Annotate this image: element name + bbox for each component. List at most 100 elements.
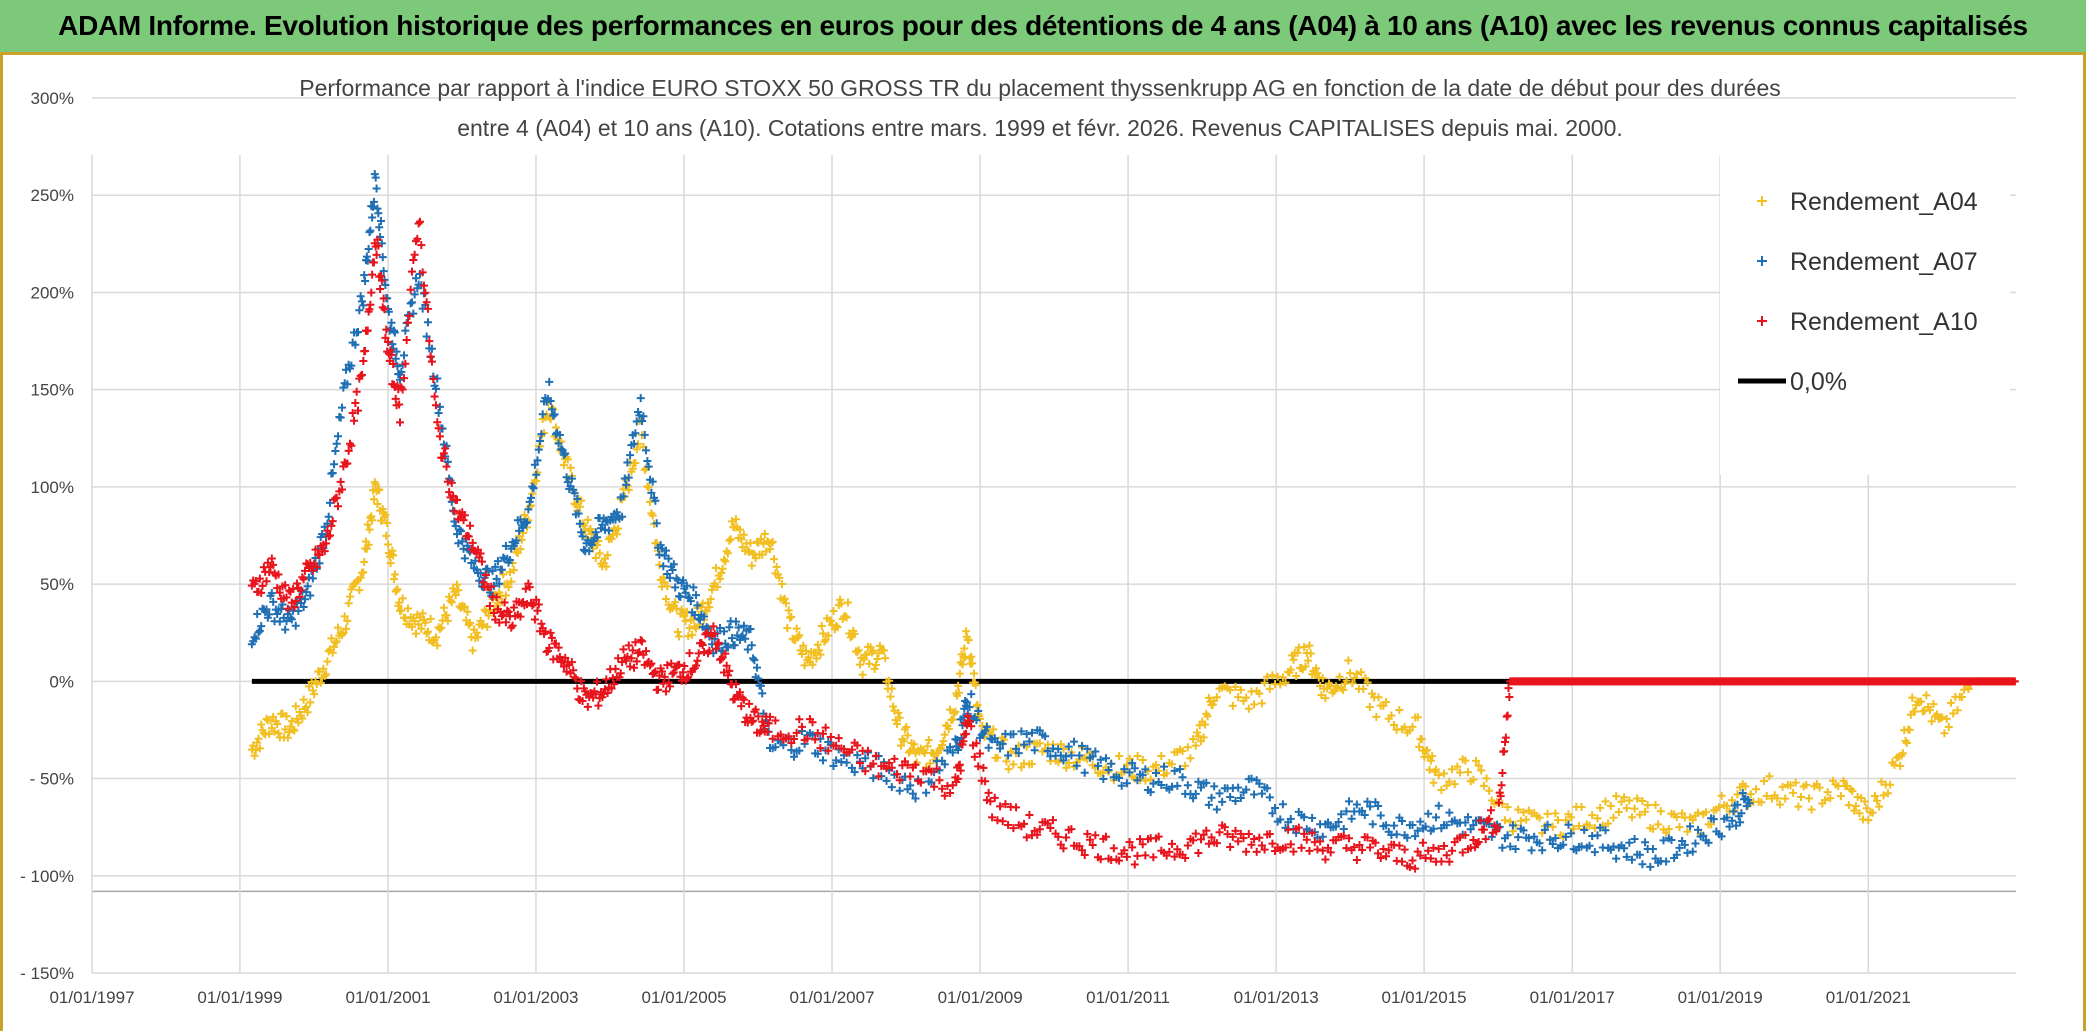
data-point <box>655 671 664 680</box>
data-point <box>479 578 488 587</box>
data-point <box>308 574 317 583</box>
data-point <box>546 628 555 637</box>
data-point <box>895 776 904 785</box>
data-point <box>431 633 440 642</box>
data-point <box>1450 780 1459 789</box>
data-point <box>397 606 406 615</box>
data-point <box>1054 832 1063 841</box>
data-point <box>1374 802 1383 811</box>
data-point <box>1281 678 1290 687</box>
data-point <box>1403 833 1412 842</box>
data-point <box>1448 846 1457 855</box>
data-point <box>1326 848 1335 857</box>
data-point <box>282 593 291 602</box>
data-point <box>688 630 697 639</box>
data-point <box>255 626 264 635</box>
data-point <box>1178 773 1187 782</box>
data-point <box>1922 691 1931 700</box>
data-point <box>481 571 490 580</box>
data-point <box>826 616 835 625</box>
data-point <box>466 521 475 530</box>
data-point <box>351 340 360 349</box>
data-point <box>344 599 353 608</box>
data-point <box>287 717 296 726</box>
data-point <box>334 502 343 511</box>
data-point <box>434 408 443 417</box>
data-point <box>1500 747 1509 756</box>
data-point <box>375 223 384 232</box>
data-point <box>437 623 446 632</box>
data-point <box>963 712 972 721</box>
data-point <box>1778 782 1787 791</box>
data-point <box>1432 765 1441 774</box>
data-point <box>1413 826 1422 835</box>
y-tick-label: 300% <box>31 89 74 108</box>
data-point <box>310 690 319 699</box>
data-point <box>951 707 960 716</box>
legend-marker <box>1757 316 1767 326</box>
data-point <box>528 489 537 498</box>
data-point <box>661 687 670 696</box>
data-point <box>1183 841 1192 850</box>
data-point <box>721 557 730 566</box>
data-point <box>554 439 563 448</box>
data-point <box>570 489 579 498</box>
data-point <box>352 387 361 396</box>
data-point <box>1197 835 1206 844</box>
data-point <box>591 528 600 537</box>
data-point <box>338 403 347 412</box>
data-point <box>854 646 863 655</box>
data-point <box>1511 844 1520 853</box>
data-point <box>1043 747 1052 756</box>
data-point <box>1263 672 1272 681</box>
data-point <box>673 628 682 637</box>
data-point <box>636 636 645 645</box>
data-point <box>1352 669 1361 678</box>
data-point <box>398 385 407 394</box>
data-point <box>1418 838 1427 847</box>
data-point <box>1075 751 1084 760</box>
data-point <box>1191 741 1200 750</box>
data-point <box>1231 796 1240 805</box>
data-point <box>1250 790 1259 799</box>
data-point <box>661 546 670 555</box>
data-point <box>650 669 659 678</box>
data-point <box>1551 834 1560 843</box>
data-point <box>418 609 427 618</box>
data-point <box>946 705 955 714</box>
data-point <box>1083 744 1092 753</box>
data-point <box>1745 799 1754 808</box>
data-point <box>489 608 498 617</box>
data-point <box>1481 835 1490 844</box>
data-point <box>850 768 859 777</box>
data-point <box>460 554 469 563</box>
data-point <box>725 536 734 545</box>
data-point <box>1392 830 1401 839</box>
data-point <box>829 761 838 770</box>
data-point <box>344 446 353 455</box>
data-point <box>996 802 1005 811</box>
data-point <box>300 595 309 604</box>
data-point <box>368 270 377 279</box>
data-point <box>274 729 283 738</box>
data-point <box>361 276 370 285</box>
data-point <box>355 586 364 595</box>
data-point <box>771 743 780 752</box>
data-point <box>369 495 378 504</box>
data-point <box>1318 832 1327 841</box>
data-point <box>1002 757 1011 766</box>
data-point <box>525 583 534 592</box>
data-point <box>1561 832 1570 841</box>
data-point <box>492 593 501 602</box>
data-point <box>1263 784 1272 793</box>
data-point <box>290 603 299 612</box>
data-point <box>1577 842 1586 851</box>
data-point <box>607 534 616 543</box>
data-point <box>545 377 554 386</box>
data-point <box>1281 843 1290 852</box>
data-point <box>1194 848 1203 857</box>
data-point <box>1940 729 1949 738</box>
data-point <box>401 326 410 335</box>
data-point <box>837 599 846 608</box>
data-point <box>1469 821 1478 830</box>
